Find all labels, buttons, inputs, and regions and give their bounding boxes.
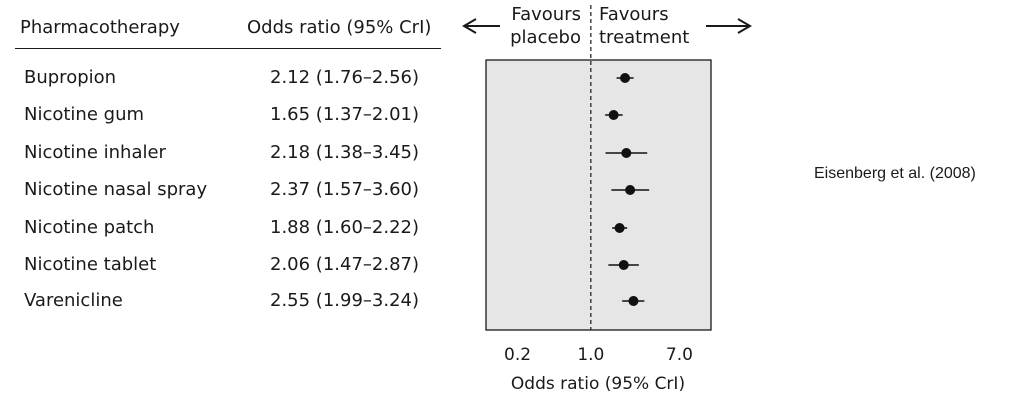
row-label-nicotine-inhaler: Nicotine inhaler bbox=[24, 142, 166, 163]
row-or-nicotine-gum: 1.65 (1.37–2.01) bbox=[270, 104, 420, 125]
row-label-bupropion: Bupropion bbox=[24, 67, 117, 88]
row-label-nicotine-nasal-spray: Nicotine nasal spray bbox=[24, 179, 208, 200]
favours-placebo-label: Favours placebo bbox=[509, 3, 581, 49]
x-tick-label: 0.2 bbox=[504, 345, 531, 365]
favours-treatment-label: Favours treatment bbox=[599, 3, 689, 49]
left-arrow-head-icon bbox=[462, 18, 477, 34]
favours-placebo-line2: placebo bbox=[510, 27, 581, 48]
x-axis-label: Odds ratio (95% CrI) bbox=[511, 374, 685, 394]
citation: Eisenberg et al. (2008) bbox=[814, 165, 976, 182]
point-estimate bbox=[628, 296, 639, 306]
odds-ratio-column-header: Odds ratio (95% CrI) bbox=[247, 17, 432, 38]
point-estimate bbox=[625, 185, 636, 195]
row-label-varenicline: Varenicline bbox=[24, 290, 123, 311]
row-or-bupropion: 2.12 (1.76–2.56) bbox=[270, 67, 420, 88]
plot-marks bbox=[605, 73, 650, 306]
x-axis-ticks: 0.2 1.0 7.0 bbox=[504, 345, 693, 365]
favours-placebo-line1: Favours bbox=[511, 4, 581, 25]
treatment-column-header: Pharmacotherapy bbox=[20, 17, 180, 38]
point-estimate bbox=[620, 73, 631, 83]
row-or-nicotine-tablet: 2.06 (1.47–2.87) bbox=[270, 254, 420, 275]
point-estimate bbox=[618, 260, 629, 270]
x-tick-label: 7.0 bbox=[666, 345, 693, 365]
row-or-nicotine-nasal-spray: 2.37 (1.57–3.60) bbox=[270, 179, 420, 200]
row-or-nicotine-inhaler: 2.18 (1.38–3.45) bbox=[270, 142, 420, 163]
header-rule bbox=[15, 48, 441, 49]
row-or-varenicline: 2.55 (1.99–3.24) bbox=[270, 290, 420, 311]
plot-panel bbox=[485, 59, 712, 331]
point-estimate bbox=[621, 148, 632, 158]
x-tick-label: 1.0 bbox=[577, 345, 604, 365]
favours-treatment-line1: Favours bbox=[599, 4, 669, 25]
row-label-nicotine-gum: Nicotine gum bbox=[24, 104, 145, 125]
favours-treatment-line2: treatment bbox=[599, 27, 690, 48]
point-estimate bbox=[614, 223, 625, 233]
point-estimate bbox=[608, 110, 619, 120]
row-or-nicotine-patch: 1.88 (1.60–2.22) bbox=[270, 217, 420, 238]
row-label-nicotine-tablet: Nicotine tablet bbox=[24, 254, 157, 275]
right-arrow-head-icon bbox=[737, 18, 752, 34]
row-label-nicotine-patch: Nicotine patch bbox=[24, 217, 155, 238]
